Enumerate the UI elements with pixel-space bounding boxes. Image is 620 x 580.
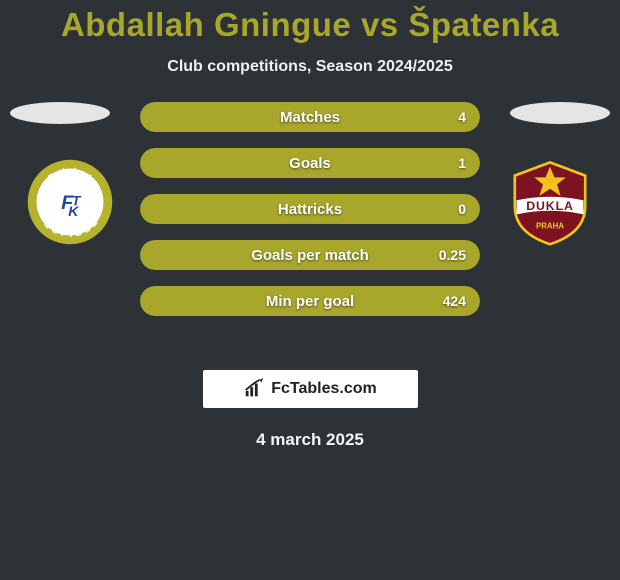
subtitle: Club competitions, Season 2024/2025 bbox=[0, 58, 620, 76]
stat-label: Matches bbox=[280, 109, 340, 126]
stat-pill: Matches 4 bbox=[140, 102, 480, 132]
stat-pills: Matches 4 Goals 1 Hattricks 0 Goals per match 0… bbox=[140, 102, 480, 332]
comparison-panel: Fotbalový TEPLICE F T K DUKLA PRAHA Matc… bbox=[0, 102, 620, 362]
club-badge-right: DUKLA PRAHA bbox=[506, 158, 594, 246]
brand-text: FcTables.com bbox=[271, 380, 377, 398]
stat-label: Goals bbox=[289, 155, 331, 172]
stat-pill: Min per goal 424 bbox=[140, 286, 480, 316]
stat-pill: Hattricks 0 bbox=[140, 194, 480, 224]
stat-label: Hattricks bbox=[278, 201, 342, 218]
stat-value: 0 bbox=[458, 201, 466, 217]
stat-value: 4 bbox=[458, 109, 466, 125]
stat-value: 0.25 bbox=[439, 247, 466, 263]
stat-pill: Goals per match 0.25 bbox=[140, 240, 480, 270]
stat-pill: Goals 1 bbox=[140, 148, 480, 178]
svg-text:DUKLA: DUKLA bbox=[526, 199, 574, 213]
svg-text:PRAHA: PRAHA bbox=[536, 221, 564, 230]
stat-label: Min per goal bbox=[266, 293, 354, 310]
stat-label: Goals per match bbox=[251, 247, 369, 264]
player-avatar-right bbox=[510, 102, 610, 124]
chart-icon bbox=[243, 378, 265, 400]
brand-box[interactable]: FcTables.com bbox=[203, 370, 418, 408]
stat-value: 424 bbox=[443, 293, 466, 309]
stat-value: 1 bbox=[458, 155, 466, 171]
player-avatar-left bbox=[10, 102, 110, 124]
club-badge-left: Fotbalový TEPLICE F T K bbox=[26, 158, 114, 246]
date-text: 4 march 2025 bbox=[0, 430, 620, 450]
page-title: Abdallah Gningue vs Špatenka bbox=[0, 0, 620, 44]
